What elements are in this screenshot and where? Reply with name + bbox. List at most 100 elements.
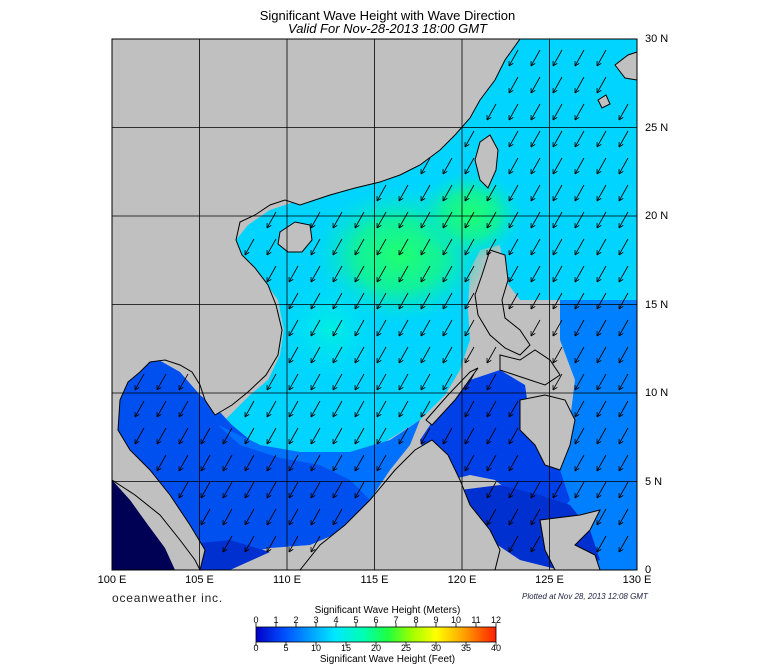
wave-arrow xyxy=(200,508,211,526)
wave-arrow xyxy=(310,373,321,391)
longitude-label: 110 E xyxy=(273,574,301,586)
wave-arrow xyxy=(618,130,629,148)
wave-arrow xyxy=(222,454,233,472)
wave-arrow xyxy=(288,319,299,337)
wave-arrow xyxy=(442,373,453,391)
wave-arrow xyxy=(178,427,189,445)
wave-arrow xyxy=(552,157,563,175)
wave-arrow xyxy=(486,238,497,256)
wave-arrow xyxy=(354,211,365,229)
wave-arrow xyxy=(552,292,563,310)
wave-arrow xyxy=(596,211,607,229)
wave-arrow xyxy=(288,373,299,391)
wave-arrow xyxy=(420,400,431,418)
land-luzon xyxy=(474,249,531,356)
wave-arrow xyxy=(618,346,629,364)
wave-arrow xyxy=(332,292,343,310)
wave-arrow xyxy=(332,481,343,499)
wave-arrow xyxy=(266,508,277,526)
wave-arrow xyxy=(310,346,321,364)
wave-arrow xyxy=(618,184,629,202)
wave-arrow xyxy=(574,400,585,418)
wave-arrow xyxy=(222,481,233,499)
wave-arrow xyxy=(552,184,563,202)
wave-arrow xyxy=(288,346,299,364)
wave-arrow xyxy=(530,535,541,553)
wave-arrow xyxy=(376,400,387,418)
wave-arrow xyxy=(420,265,431,283)
wave-arrow xyxy=(442,292,453,310)
longitude-label: 105 E xyxy=(185,574,214,586)
wave-arrow xyxy=(552,346,563,364)
wave-arrow xyxy=(178,373,189,391)
wave-arrow xyxy=(574,103,585,121)
wave-arrow xyxy=(486,211,497,229)
colorbar-feet-label: 10 xyxy=(310,643,322,653)
wave-arrow xyxy=(508,49,519,67)
wave-arrow xyxy=(618,157,629,175)
land-borneo xyxy=(299,439,501,570)
wave-arrow xyxy=(332,508,343,526)
wave-arrow xyxy=(596,454,607,472)
wave-arrow xyxy=(486,481,497,499)
wave-arrow xyxy=(244,400,255,418)
wave-arrow xyxy=(464,454,475,472)
wave-arrow xyxy=(310,292,321,310)
wave-arrow xyxy=(618,103,629,121)
wave-arrow xyxy=(508,238,519,256)
wave-arrow xyxy=(508,400,519,418)
wave-arrow xyxy=(486,427,497,445)
wave-arrow xyxy=(354,292,365,310)
wave-arrow xyxy=(508,508,519,526)
wave-arrow xyxy=(486,103,497,121)
wave-arrow xyxy=(200,481,211,499)
wave-arrow xyxy=(486,346,497,364)
wave-arrow xyxy=(200,427,211,445)
wave-arrow xyxy=(552,319,563,337)
wave-arrow xyxy=(618,454,629,472)
wave-arrow xyxy=(376,319,387,337)
wave-core-east xyxy=(415,170,525,260)
wave-arrow xyxy=(486,508,497,526)
wave-arrow xyxy=(288,508,299,526)
wave-arrow xyxy=(508,184,519,202)
wave-arrow xyxy=(552,238,563,256)
longitude-label: 125 E xyxy=(535,574,564,586)
wave-arrow xyxy=(442,319,453,337)
wave-arrow xyxy=(486,373,497,391)
wave-arrow xyxy=(266,535,277,553)
wave-arrow xyxy=(574,49,585,67)
wave-arrow xyxy=(288,427,299,445)
wave-arrow xyxy=(332,265,343,283)
wave-arrow xyxy=(266,373,277,391)
map-frame xyxy=(111,38,638,571)
wave-arrow xyxy=(618,427,629,445)
wave-arrow xyxy=(332,454,343,472)
wave-arrow xyxy=(530,508,541,526)
land-mindanao xyxy=(519,394,576,471)
land-visayas xyxy=(499,349,561,386)
wave-arrow xyxy=(596,319,607,337)
wave-arrow xyxy=(574,481,585,499)
wave-arrow xyxy=(508,292,519,310)
wave-arrow xyxy=(332,319,343,337)
wave-arrow xyxy=(420,238,431,256)
wave-core-south xyxy=(270,270,390,390)
land-taiwan xyxy=(474,134,499,189)
wave-arrow xyxy=(596,481,607,499)
wave-arrow xyxy=(420,292,431,310)
wave-arrow xyxy=(420,319,431,337)
longitude-label: 100 E xyxy=(97,574,127,586)
wave-arrow xyxy=(200,454,211,472)
colorbar-ticks xyxy=(255,623,497,646)
wave-arrow xyxy=(420,427,431,445)
longitude-label: 115 E xyxy=(360,574,389,586)
wave-arrow xyxy=(596,400,607,418)
map-title: Significant Wave Height with Wave Direct… xyxy=(259,8,516,23)
colorbar-feet-label: 20 xyxy=(370,643,382,653)
latitude-label: 0 xyxy=(645,564,652,576)
colorbar-feet-label: 40 xyxy=(490,643,502,653)
wave-arrow xyxy=(376,373,387,391)
wave-arrow xyxy=(310,400,321,418)
wave-arrow xyxy=(508,454,519,472)
